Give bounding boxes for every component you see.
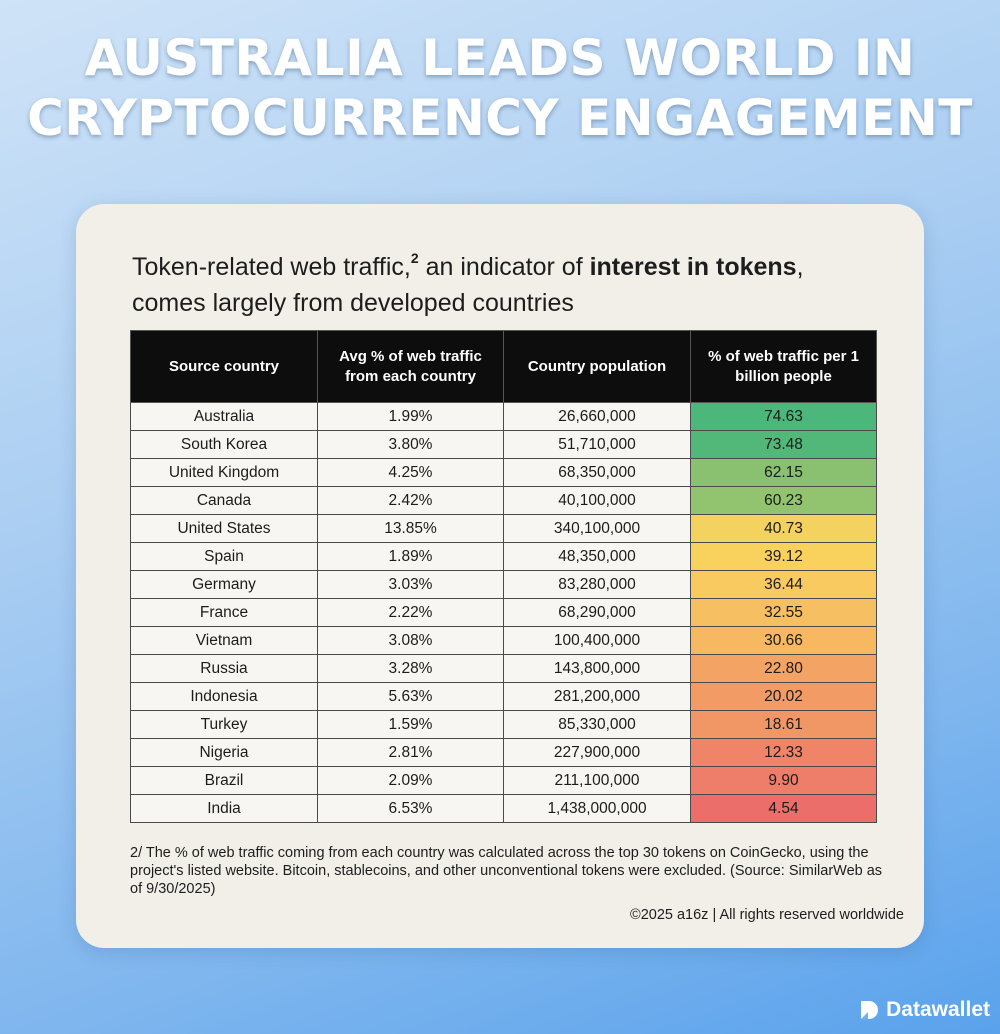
avg-traffic-cell: 13.85%	[317, 514, 504, 543]
data-table: Source country Avg % of web traffic from…	[130, 330, 877, 823]
column-header: Avg % of web traffic from each country	[317, 330, 504, 403]
avg-traffic-cell: 6.53%	[317, 794, 504, 823]
population-cell: 68,350,000	[503, 458, 691, 487]
subtitle-line-2: comes largely from developed countries	[132, 289, 574, 317]
per-billion-cell: 4.54	[690, 794, 877, 823]
subtitle-text-post: ,	[796, 253, 804, 281]
table-row: South Korea 3.80% 51,710,000 73.48	[130, 430, 877, 459]
table-row: United States 13.85% 340,100,000 40.73	[130, 514, 877, 543]
population-cell: 83,280,000	[503, 570, 691, 599]
column-header: Country population	[503, 330, 691, 403]
column-header: Source country	[130, 330, 318, 403]
country-cell: Australia	[130, 402, 318, 431]
country-cell: Nigeria	[130, 738, 318, 767]
table-row: Indonesia 5.63% 281,200,000 20.02	[130, 682, 877, 711]
country-cell: Vietnam	[130, 626, 318, 655]
population-cell: 143,800,000	[503, 654, 691, 683]
per-billion-cell: 22.80	[690, 654, 877, 683]
table-row: Nigeria 2.81% 227,900,000 12.33	[130, 738, 877, 767]
country-cell: Russia	[130, 654, 318, 683]
country-cell: Spain	[130, 542, 318, 571]
subtitle-text-mid: an indicator of	[418, 253, 590, 281]
subtitle-text-pre: Token-related web traffic,	[132, 253, 411, 281]
population-cell: 211,100,000	[503, 766, 691, 795]
datawallet-brand: Datawallet	[858, 998, 990, 1022]
population-cell: 51,710,000	[503, 430, 691, 459]
country-cell: Brazil	[130, 766, 318, 795]
avg-traffic-cell: 2.09%	[317, 766, 504, 795]
table-row: Russia 3.28% 143,800,000 22.80	[130, 654, 877, 683]
avg-traffic-cell: 2.22%	[317, 598, 504, 627]
per-billion-cell: 12.33	[690, 738, 877, 767]
table-row: Brazil 2.09% 211,100,000 9.90	[130, 766, 877, 795]
table-row: Canada 2.42% 40,100,000 60.23	[130, 486, 877, 515]
footnote: 2/ The % of web traffic coming from each…	[130, 845, 883, 897]
country-cell: South Korea	[130, 430, 318, 459]
population-cell: 281,200,000	[503, 682, 691, 711]
avg-traffic-cell: 4.25%	[317, 458, 504, 487]
chart-subtitle: Token-related web traffic,2 an indicator…	[132, 240, 892, 321]
per-billion-cell: 73.48	[690, 430, 877, 459]
avg-traffic-cell: 3.08%	[317, 626, 504, 655]
per-billion-cell: 30.66	[690, 626, 877, 655]
headline-line-2: CRYPTOCURRENCY ENGAGEMENT	[27, 89, 973, 147]
brand-name: Datawallet	[886, 998, 990, 1021]
table-row: United Kingdom 4.25% 68,350,000 62.15	[130, 458, 877, 487]
table-row: Spain 1.89% 48,350,000 39.12	[130, 542, 877, 571]
country-cell: France	[130, 598, 318, 627]
country-cell: Turkey	[130, 710, 318, 739]
headline: AUSTRALIA LEADS WORLD IN CRYPTOCURRENCY …	[0, 28, 1000, 148]
per-billion-cell: 9.90	[690, 766, 877, 795]
per-billion-cell: 60.23	[690, 486, 877, 515]
avg-traffic-cell: 2.42%	[317, 486, 504, 515]
table-row: Turkey 1.59% 85,330,000 18.61	[130, 710, 877, 739]
country-cell: Canada	[130, 486, 318, 515]
avg-traffic-cell: 3.03%	[317, 570, 504, 599]
per-billion-cell: 39.12	[690, 542, 877, 571]
per-billion-cell: 36.44	[690, 570, 877, 599]
subtitle-emphasis: interest in tokens	[589, 253, 797, 281]
population-cell: 340,100,000	[503, 514, 691, 543]
table-body: Australia 1.99% 26,660,000 74.63 South Korea…	[130, 402, 877, 823]
country-cell: United States	[130, 514, 318, 543]
table-row: Australia 1.99% 26,660,000 74.63	[130, 402, 877, 431]
table-row: India 6.53% 1,438,000,000 4.54	[130, 794, 877, 823]
headline-line-1: AUSTRALIA LEADS WORLD IN	[84, 29, 916, 87]
per-billion-cell: 20.02	[690, 682, 877, 711]
country-cell: Germany	[130, 570, 318, 599]
population-cell: 68,290,000	[503, 598, 691, 627]
per-billion-cell: 40.73	[690, 514, 877, 543]
avg-traffic-cell: 1.89%	[317, 542, 504, 571]
population-cell: 1,438,000,000	[503, 794, 691, 823]
infographic-card: Token-related web traffic,2 an indicator…	[76, 204, 924, 948]
table-row: Germany 3.03% 83,280,000 36.44	[130, 570, 877, 599]
population-cell: 85,330,000	[503, 710, 691, 739]
per-billion-cell: 18.61	[690, 710, 877, 739]
per-billion-cell: 32.55	[690, 598, 877, 627]
avg-traffic-cell: 1.99%	[317, 402, 504, 431]
table-header-row: Source country Avg % of web traffic from…	[130, 330, 877, 403]
avg-traffic-cell: 2.81%	[317, 738, 504, 767]
population-cell: 26,660,000	[503, 402, 691, 431]
population-cell: 40,100,000	[503, 486, 691, 515]
avg-traffic-cell: 3.80%	[317, 430, 504, 459]
footnote-marker: 2	[410, 250, 419, 266]
table-row: Vietnam 3.08% 100,400,000 30.66	[130, 626, 877, 655]
per-billion-cell: 62.15	[690, 458, 877, 487]
country-cell: India	[130, 794, 318, 823]
population-cell: 100,400,000	[503, 626, 691, 655]
datawallet-logo-icon	[858, 999, 880, 1021]
avg-traffic-cell: 1.59%	[317, 710, 504, 739]
avg-traffic-cell: 3.28%	[317, 654, 504, 683]
per-billion-cell: 74.63	[690, 402, 877, 431]
table-row: France 2.22% 68,290,000 32.55	[130, 598, 877, 627]
country-cell: Indonesia	[130, 682, 318, 711]
column-header: % of web traffic per 1 billion people	[690, 330, 877, 403]
population-cell: 227,900,000	[503, 738, 691, 767]
country-cell: United Kingdom	[130, 458, 318, 487]
population-cell: 48,350,000	[503, 542, 691, 571]
avg-traffic-cell: 5.63%	[317, 682, 504, 711]
copyright: ©2025 a16z | All rights reserved worldwi…	[630, 907, 904, 923]
